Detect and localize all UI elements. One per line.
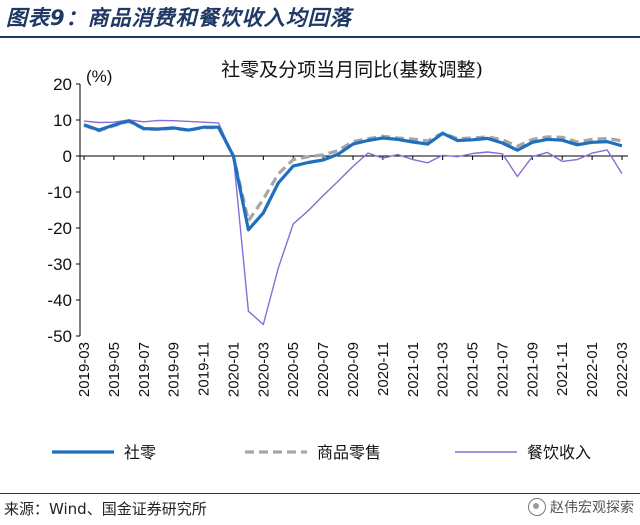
figure-title: 图表9：商品消费和餐饮收入均回落 xyxy=(6,6,352,30)
legend-label: 餐饮收入 xyxy=(527,443,591,462)
legend-label: 商品零售 xyxy=(317,443,381,462)
x-tick-label: 2022-01 xyxy=(584,342,601,397)
x-tick-label: 2019-07 xyxy=(136,342,153,397)
x-tick-label: 2021-07 xyxy=(494,342,511,397)
series-line-2 xyxy=(83,119,623,326)
x-tick-label: 2020-01 xyxy=(225,342,242,397)
x-tick-label: 2021-01 xyxy=(405,342,422,397)
x-tick-label: 2020-05 xyxy=(285,342,302,397)
x-tick-label: 2022-03 xyxy=(614,342,631,397)
chart-title: 社零及分项当月同比(基数调整) xyxy=(221,59,483,81)
legend: 社零 商品零售 餐饮收入 xyxy=(52,443,591,462)
x-tick-label: 2021-03 xyxy=(435,342,452,397)
unit-label: (%) xyxy=(86,67,112,86)
x-tick-label: 2021-11 xyxy=(554,342,571,396)
chart-title-group: 社零及分项当月同比(基数调整) (%) xyxy=(86,59,483,86)
y-tick-label: 0 xyxy=(63,147,72,166)
series-group xyxy=(83,119,623,326)
y-tick-label: -50 xyxy=(47,327,72,346)
title-rule xyxy=(0,36,640,38)
y-tick-label: -10 xyxy=(47,183,72,202)
series-line-0 xyxy=(83,119,623,232)
wechat-icon xyxy=(528,498,546,516)
legend-label: 社零 xyxy=(124,443,156,462)
series-line-1 xyxy=(83,119,623,223)
x-tick-label: 2019-05 xyxy=(106,342,123,397)
y-tick-label: -30 xyxy=(47,255,72,274)
x-tick-label: 2020-09 xyxy=(345,342,362,397)
y-tick-label: -20 xyxy=(47,219,72,238)
y-tick-label: 10 xyxy=(53,111,72,130)
x-tick-label: 2021-09 xyxy=(524,342,541,397)
x-tick-label: 2021-05 xyxy=(465,342,482,397)
watermark: 赵伟宏观探索 xyxy=(528,497,634,517)
y-tick-label: 20 xyxy=(53,75,72,94)
y-tick-label: -40 xyxy=(47,291,72,310)
x-tick-label: 2020-07 xyxy=(315,342,332,397)
source-note: 来源：Wind、国金证券研究所 xyxy=(4,500,207,518)
x-tick-label: 2019-03 xyxy=(76,342,93,397)
chart: 社零及分项当月同比(基数调整) (%) 20 10 0 -10 -20 -30 -40 -50… xyxy=(47,59,631,462)
bottom-rule xyxy=(0,493,640,494)
watermark-text: 赵伟宏观探索 xyxy=(550,500,634,516)
x-tick-label: 2020-11 xyxy=(375,342,392,396)
x-tick-label: 2019-09 xyxy=(166,342,183,397)
x-tick-label: 2020-03 xyxy=(255,342,272,397)
x-tick-label: 2019-11 xyxy=(196,342,213,396)
